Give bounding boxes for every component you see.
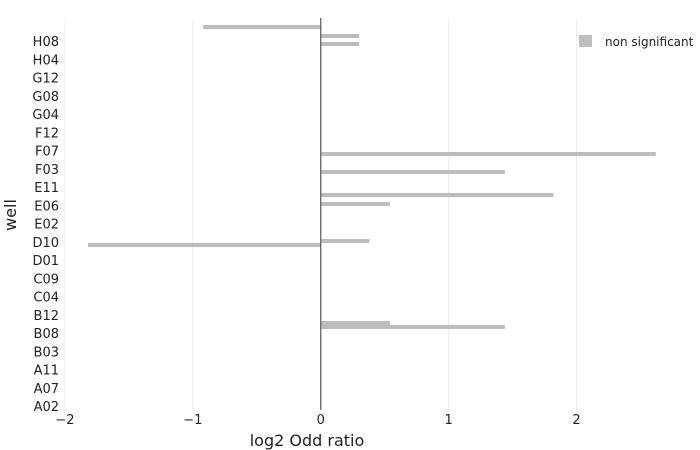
legend-label[interactable]: non significant [605,35,694,49]
x-tick-label: 0 [317,413,325,428]
y-tick-label: C09 [33,272,59,287]
y-tick-label: E06 [34,199,59,214]
bar [320,325,505,329]
y-tick-label: G08 [32,90,59,105]
y-tick-label: B08 [34,327,59,342]
bar [320,202,390,206]
x-axis-title: log2 Odd ratio [250,431,365,450]
bar [320,170,505,174]
bar [320,152,656,156]
y-tick-label: E11 [34,181,59,196]
y-tick-label: E02 [34,218,59,233]
gridlines [64,18,578,410]
bar [320,34,360,38]
x-tick-label: −1 [183,413,202,428]
y-tick-label: F03 [35,163,59,178]
bar [320,239,370,243]
y-tick-label: A11 [34,364,59,379]
y-tick-label: H04 [33,53,59,68]
y-tick-label: F12 [35,126,59,141]
bar [203,25,321,29]
y-tick-label: F07 [35,145,59,160]
legend-swatch[interactable] [579,35,592,47]
y-tick-label: D01 [32,254,59,269]
x-tick-label: 2 [572,413,580,428]
bar [320,193,554,197]
y-axis-title: well [1,199,20,231]
y-tick-labels: H08 H04 G12 G08 G04 F12 F07 F03 E11 E06 E02 D10 D01 C… [32,35,59,415]
y-tick-label: B03 [34,345,59,360]
bars [88,25,656,329]
y-tick-label: A02 [34,400,59,415]
legend[interactable]: non significant [579,35,694,49]
y-tick-label: H08 [33,35,59,50]
x-tick-labels: −2 −1 0 1 2 [55,413,580,428]
bar [88,243,321,247]
y-tick-label: D10 [32,236,59,251]
y-tick-label: G12 [32,72,59,87]
y-tick-label: B12 [34,309,59,324]
y-tick-label: A07 [34,382,59,397]
x-tick-label: −2 [55,413,74,428]
bar [320,42,360,46]
bar [320,321,390,325]
y-tick-label: C04 [33,291,59,306]
y-tick-label: G04 [32,108,59,123]
x-tick-label: 1 [444,413,452,428]
